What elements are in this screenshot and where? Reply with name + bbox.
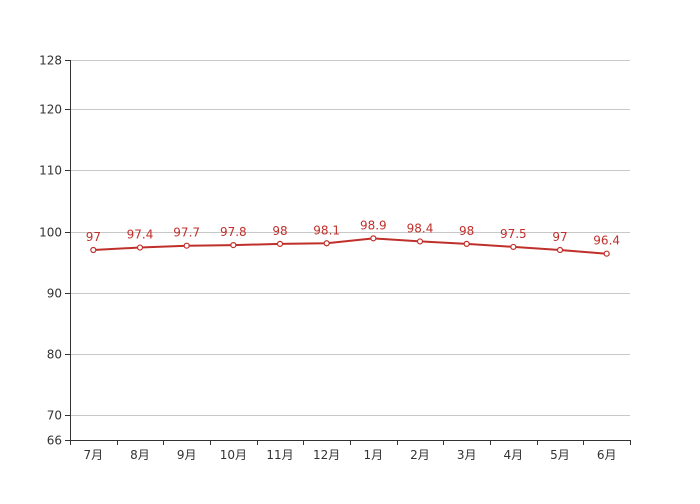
- y-tick-label-128: 128: [39, 54, 62, 68]
- data-labels: 97 97.4 97.7 97.8 98 98.1 98.9 98.4 98 97.5 97 96.4: [86, 218, 620, 247]
- x-tick-label-8: 3月: [457, 448, 477, 462]
- data-point-9: [510, 243, 517, 251]
- data-point-4: [276, 240, 284, 247]
- data-point-5: [323, 240, 330, 247]
- y-tick-label-70: 70: [47, 409, 62, 423]
- data-label-11: 96.4: [593, 234, 620, 248]
- data-points: [90, 235, 610, 257]
- data-point-0: [90, 246, 97, 254]
- x-tick-label-4: 11月: [266, 448, 293, 462]
- x-tick-label-10: 5月: [550, 448, 570, 462]
- data-point-3: [230, 241, 237, 249]
- y-tick-label-90: 90: [47, 287, 62, 301]
- data-label-7: 98.4: [407, 221, 434, 235]
- data-label-5: 98.1: [313, 223, 340, 237]
- x-tick-label-5: 12月: [313, 448, 340, 462]
- y-tick-label-80: 80: [47, 348, 62, 362]
- x-tick-label-1: 8月: [130, 448, 150, 462]
- y-tick-label-120: 120: [39, 103, 62, 117]
- y-axis-ticks: 66 70 80 90 100 110 120 128: [39, 54, 70, 448]
- x-tick-label-2: 9月: [177, 448, 197, 462]
- series-line-0: [93, 237, 607, 255]
- data-point-10: [556, 246, 564, 254]
- data-label-2: 97.7: [173, 226, 200, 240]
- data-label-3: 97.8: [220, 225, 247, 239]
- x-axis-ticks: 7月 8月 9月 10月 11月 12月 1月 2月 3月 4月 5月 6月: [70, 440, 631, 462]
- y-tick-label-66: 66: [47, 434, 62, 448]
- data-label-10: 97: [552, 230, 567, 244]
- grid-lines: [70, 60, 630, 416]
- data-point-1: [136, 244, 144, 251]
- x-tick-label-9: 4月: [504, 448, 524, 462]
- data-label-8: 98: [459, 224, 474, 238]
- x-tick-label-3: 10月: [220, 448, 247, 462]
- x-tick-label-6: 1月: [364, 448, 384, 462]
- data-point-11: [603, 250, 610, 257]
- data-label-4: 98: [272, 224, 287, 238]
- series-line-layer: [93, 237, 607, 255]
- data-point-6: [370, 235, 377, 242]
- y-tick-label-100: 100: [39, 226, 62, 240]
- data-label-6: 98.9: [360, 218, 387, 232]
- y-tick-label-110: 110: [39, 164, 62, 178]
- data-label-0: 97: [86, 230, 101, 244]
- x-tick-label-0: 7月: [84, 448, 104, 462]
- data-point-2: [183, 242, 190, 249]
- x-tick-label-7: 2月: [410, 448, 430, 462]
- data-point-8: [463, 240, 470, 247]
- data-label-9: 97.5: [500, 227, 527, 241]
- axes: [70, 60, 630, 441]
- x-tick-label-11: 6月: [597, 448, 617, 462]
- data-point-7: [416, 238, 424, 245]
- data-label-1: 97.4: [127, 228, 154, 242]
